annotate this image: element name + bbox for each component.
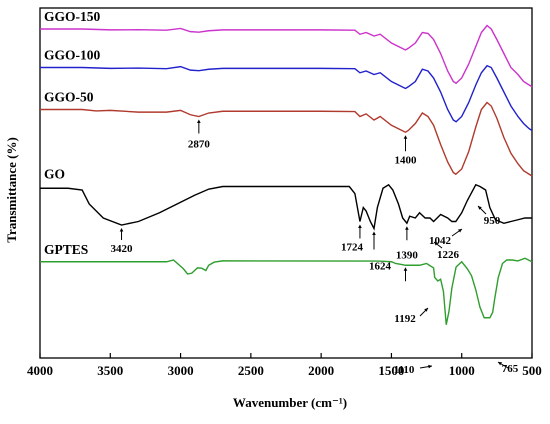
series-label-ggo-100: GGO-100	[44, 48, 100, 63]
series-line-ggo-100	[40, 64, 533, 132]
peak-label-950: 950	[484, 215, 501, 227]
peak-label-1400: 1400	[394, 154, 417, 166]
x-tick-label: 1000	[449, 363, 475, 378]
peak-arrowhead-1192	[424, 308, 428, 312]
series-label-go: GO	[44, 166, 65, 181]
series-label-gptes: GPTES	[44, 242, 88, 257]
series-line-ggo-150	[40, 24, 533, 88]
peak-label-2870: 2870	[188, 139, 211, 151]
peak-annotations: 2870 1400 950 1042 3420 1724 1624 1390 1226 1192 1…	[111, 119, 519, 376]
peak-label-1390: 1390	[396, 249, 419, 261]
x-tick-label: 500	[522, 363, 542, 378]
peak-arrowhead-gptes-1400	[403, 267, 408, 271]
x-axis-title: Wavenumber (cm⁻¹)	[233, 395, 347, 410]
series-line-gptes	[40, 257, 533, 325]
peak-arrowhead-1110	[428, 364, 432, 369]
peak-arrowhead-950	[478, 206, 482, 210]
x-tick-label: 1500	[378, 363, 404, 378]
peak-label-3420: 3420	[111, 243, 134, 255]
peak-arrowhead-1724	[358, 224, 362, 229]
series-label-ggo-150: GGO-150	[44, 9, 100, 24]
peak-arrowhead-2870	[197, 119, 201, 124]
peak-label-1226: 1226	[437, 249, 460, 261]
peak-arrowhead-1390	[405, 226, 409, 230]
peak-label-1724: 1724	[341, 242, 364, 254]
x-tick-label: 3500	[97, 363, 123, 378]
x-tick-label: 3000	[168, 363, 194, 378]
peak-arrowhead-3420	[119, 228, 124, 232]
peak-arrowhead-1400	[403, 135, 408, 139]
plot-frame	[39, 7, 533, 359]
x-tick-label: 2000	[308, 363, 334, 378]
x-tick-label: 2500	[238, 363, 264, 378]
series-curves	[40, 24, 533, 325]
peak-label-1042: 1042	[429, 235, 452, 247]
peak-label-1624: 1624	[369, 261, 392, 273]
series-label-ggo-50: GGO-50	[44, 90, 94, 105]
peak-label-765: 765	[502, 363, 519, 375]
x-axis-ticks: 4000 3500 3000 2500 2000 1500 1000 500	[27, 353, 542, 378]
peak-label-1110: 1110	[394, 364, 415, 376]
peak-arrowhead-1042	[458, 229, 462, 233]
peak-arrowhead-1226	[434, 242, 438, 246]
series-line-go	[40, 183, 532, 231]
peak-arrowhead-1624	[372, 231, 376, 236]
y-axis-title: Transmittance (%)	[4, 137, 19, 243]
x-tick-label: 4000	[27, 363, 53, 378]
series-line-ggo-50	[40, 101, 533, 177]
peak-arrowhead-765	[498, 362, 502, 366]
peak-label-1192: 1192	[394, 313, 416, 325]
series-labels: GGO-150 GGO-100 GGO-50 GO GPTES	[44, 9, 100, 257]
